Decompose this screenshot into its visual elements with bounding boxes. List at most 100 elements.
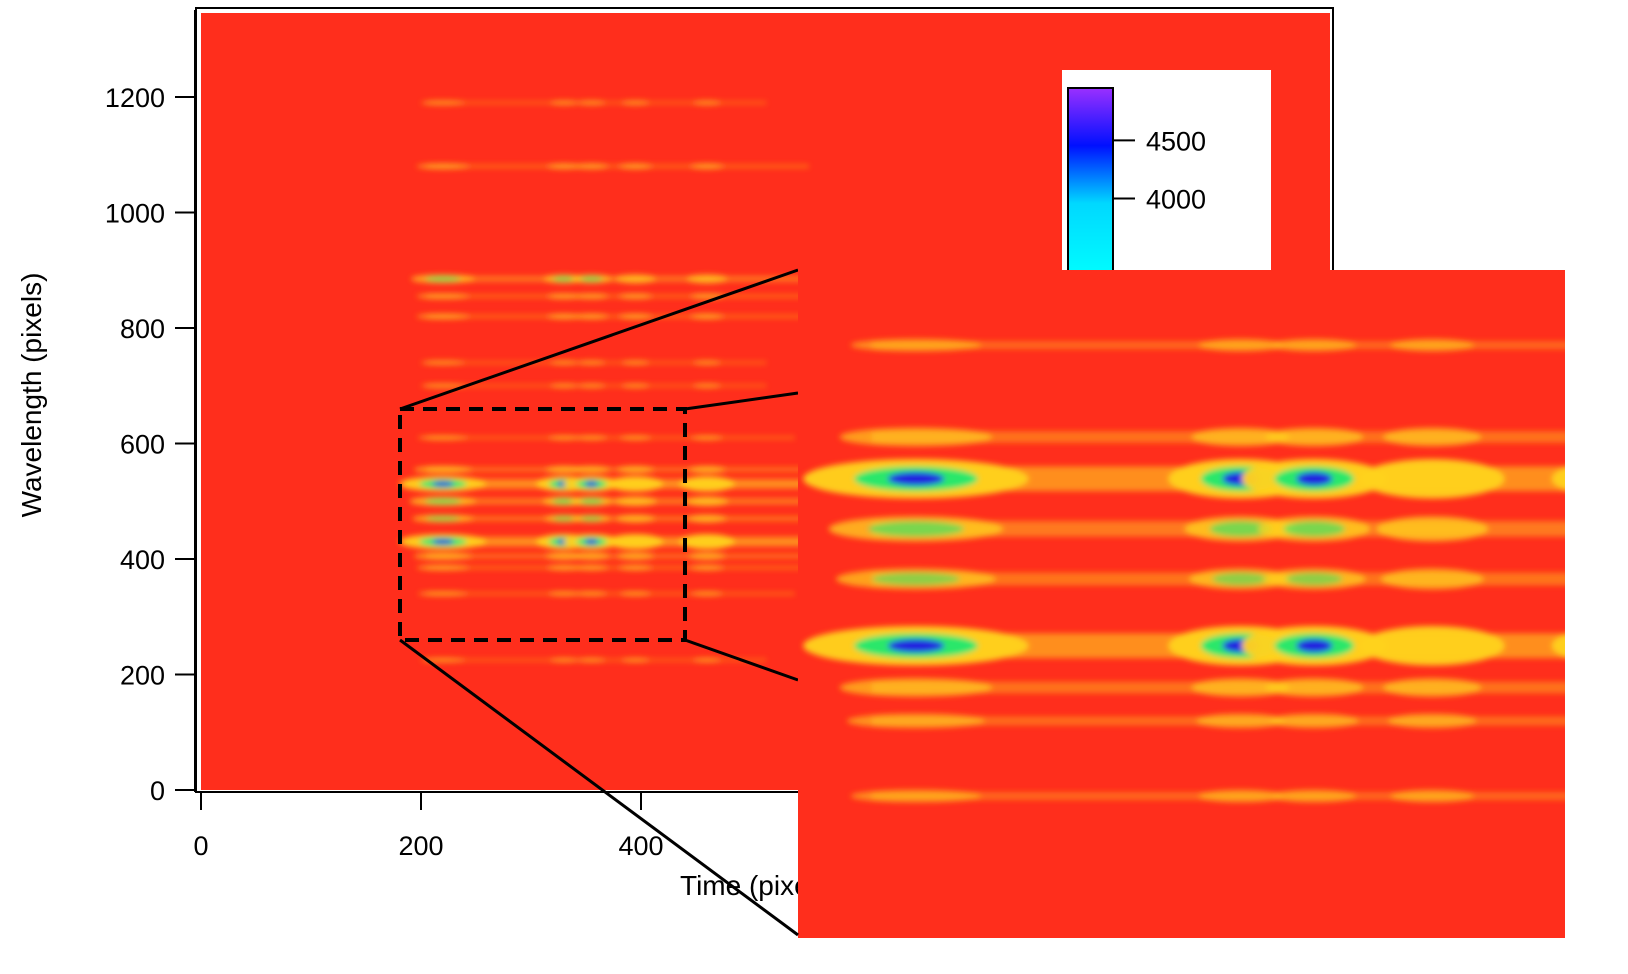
band-spot xyxy=(547,591,581,597)
band-spot xyxy=(1575,678,1628,697)
x-axis-ticks: 0 200 400 xyxy=(193,792,664,861)
band-spot xyxy=(549,383,579,389)
band-spot xyxy=(621,100,650,106)
band-spot xyxy=(618,293,653,300)
band-max xyxy=(1296,471,1333,486)
band-peak xyxy=(552,276,576,282)
band-peak xyxy=(425,276,461,282)
band-peak xyxy=(580,276,603,282)
band-spot xyxy=(850,789,982,803)
band-spot xyxy=(618,564,653,571)
zoom-region-box xyxy=(398,407,687,642)
y-tick-label: 0 xyxy=(150,776,165,806)
band-spot xyxy=(692,383,722,389)
band-spot xyxy=(575,591,608,597)
band-peak xyxy=(424,498,462,505)
band-spot xyxy=(416,564,470,571)
band-spot xyxy=(1551,634,1565,658)
band-spot xyxy=(839,427,993,447)
band-spot xyxy=(1582,339,1628,351)
band-spot xyxy=(1269,713,1359,729)
band-spot xyxy=(420,100,466,106)
band-spot xyxy=(1580,714,1628,729)
band-spot xyxy=(690,591,724,597)
band-spot xyxy=(615,514,656,523)
band-spot xyxy=(689,564,725,571)
band-max xyxy=(887,471,945,486)
band-spot xyxy=(577,383,606,389)
band-spot xyxy=(1198,338,1283,352)
colorbar xyxy=(1067,87,1114,281)
band-spot xyxy=(1575,428,1628,447)
spectral-band xyxy=(426,436,795,440)
band-max xyxy=(432,539,454,545)
band-spot xyxy=(1395,189,1470,201)
x-tick-label: 400 xyxy=(618,831,663,861)
zoom-connector-2 xyxy=(684,391,799,411)
band-peak xyxy=(1209,521,1272,537)
band-spot xyxy=(546,163,582,170)
band-spot xyxy=(847,0,985,2)
band-spot xyxy=(1376,516,1489,542)
spectral-band xyxy=(426,565,809,570)
band-spot xyxy=(692,657,722,663)
band-spot xyxy=(549,657,579,663)
band-spot xyxy=(417,435,469,441)
band-spot xyxy=(607,534,664,550)
band-spot xyxy=(1580,0,1628,2)
y-tick-label: 400 xyxy=(120,545,165,575)
band-peak xyxy=(1212,572,1269,586)
band-peak xyxy=(1283,521,1346,537)
band-spot xyxy=(1191,678,1290,697)
band-spot xyxy=(575,435,608,441)
band-peak xyxy=(552,498,576,505)
band-spot xyxy=(1198,789,1283,803)
band-spot xyxy=(1265,427,1364,447)
band-spot xyxy=(690,435,724,441)
band-spot xyxy=(618,313,653,320)
zoom-connector-4 xyxy=(399,638,799,937)
y-tick-label: 800 xyxy=(120,314,165,344)
band-spot xyxy=(574,313,609,320)
band-spot xyxy=(574,163,609,170)
band-spot xyxy=(692,360,722,366)
band-spot xyxy=(679,534,735,550)
band-spot xyxy=(850,338,982,352)
y-axis-ticks: 0 200 400 600 800 1000 1200 xyxy=(105,83,195,806)
colorbar-ticks: 4000 4500 xyxy=(1113,126,1206,215)
band-spot xyxy=(417,591,469,597)
band-spot xyxy=(549,100,579,106)
band-spot xyxy=(574,564,609,571)
inset-heatmap-bands xyxy=(803,0,1628,803)
band-spot xyxy=(616,552,655,560)
spectral-band xyxy=(426,314,809,319)
band-spot xyxy=(416,313,470,320)
band-peak xyxy=(553,516,575,522)
band-spot xyxy=(545,552,583,560)
band-spot xyxy=(413,465,473,474)
band-spot xyxy=(549,360,579,366)
band-spot xyxy=(679,476,735,492)
y-tick-label: 1200 xyxy=(105,83,165,113)
band-spot xyxy=(687,514,727,523)
band-spot xyxy=(1272,789,1357,803)
band-spot xyxy=(686,274,728,284)
band-spot xyxy=(688,465,726,474)
band-spot xyxy=(616,465,655,474)
band-spot xyxy=(692,100,722,106)
band-peak xyxy=(426,516,460,522)
band-spot xyxy=(1272,338,1357,352)
zoom-connector-3 xyxy=(684,638,799,682)
band-spot xyxy=(619,435,652,441)
spectral-band xyxy=(426,592,795,596)
band-spot xyxy=(1573,569,1628,590)
band-spot xyxy=(547,435,581,441)
band-spot xyxy=(1387,713,1477,729)
spectral-band xyxy=(426,164,809,169)
band-spot xyxy=(1582,790,1628,802)
inset-background xyxy=(798,270,1565,938)
band-spot xyxy=(688,552,726,560)
heatmap-bands xyxy=(399,100,979,663)
band-spot xyxy=(577,360,606,366)
band-max xyxy=(1296,638,1333,653)
